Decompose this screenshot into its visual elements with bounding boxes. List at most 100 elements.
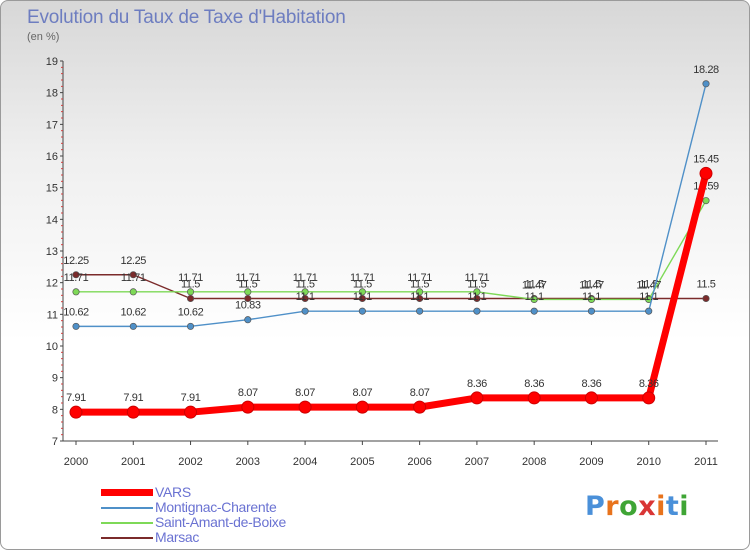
data-point (69, 405, 83, 419)
data-label: 11.71 (407, 272, 432, 284)
y-tick-label: 7 (52, 436, 58, 448)
data-label: 11.1 (296, 291, 315, 303)
y-tick-label: 18 (46, 88, 58, 100)
data-point (129, 288, 137, 296)
data-label: 11.1 (410, 291, 429, 303)
data-point (702, 294, 710, 303)
data-label: 7.91 (66, 392, 86, 404)
series-line (76, 274, 706, 300)
data-label: 11.71 (235, 272, 260, 284)
data-label: 7.91 (181, 392, 201, 404)
y-tick-label: 9 (52, 373, 58, 385)
chart-unit-subtitle: (en %) (27, 31, 60, 43)
x-tick-label: 2010 (636, 456, 660, 468)
data-label: 10.62 (121, 306, 147, 318)
series-montignac-charente: 10.62 10.62 10.62 10.83 11.1 11.1 11.1 11.1 11.1… (63, 64, 719, 330)
logo-letter: P (585, 491, 606, 522)
data-label: 11.71 (465, 272, 490, 284)
data-point (416, 288, 424, 296)
data-label: 11.5 (467, 279, 486, 291)
data-point (72, 288, 80, 296)
x-tick-label: 2005 (350, 456, 374, 468)
data-label: 10.62 (178, 306, 204, 318)
y-tick-label: 13 (46, 246, 58, 258)
data-point (241, 400, 255, 414)
data-point (642, 391, 656, 405)
logo-letter: i (679, 491, 690, 522)
x-tick-label: 2001 (121, 456, 145, 468)
x-tick-label: 2002 (178, 456, 202, 468)
data-label: 11.1 (525, 291, 544, 303)
x-tick-label: 2003 (236, 456, 260, 468)
data-label: 11.1 (467, 291, 486, 303)
series-line (76, 172, 710, 416)
data-point (645, 307, 653, 315)
data-label: 11.47 (636, 279, 661, 291)
data-label: 11.5 (525, 279, 544, 291)
data-label: 18.28 (693, 64, 719, 76)
y-tick-label: 16 (46, 151, 58, 163)
data-label: 11.71 (178, 272, 203, 284)
data-point (702, 197, 710, 205)
data-point (473, 288, 481, 296)
data-label: 10.62 (63, 306, 89, 318)
data-point (413, 400, 427, 414)
data-point (470, 391, 484, 405)
series-vars: 7.91 7.91 7.91 8.07 8.07 8.07 8.07 8.36 8.36 8.36… (66, 153, 719, 419)
logo-letter: o (619, 491, 639, 522)
data-point (244, 288, 252, 296)
data-point (244, 316, 252, 324)
data-point (129, 322, 137, 330)
legend-swatch (101, 507, 153, 509)
data-point (699, 166, 713, 180)
legend-swatch (101, 537, 153, 539)
data-label: 7.91 (123, 392, 143, 404)
data-point (126, 405, 140, 419)
data-point (530, 307, 538, 315)
y-tick-label: 17 (46, 119, 58, 131)
y-tick-label: 14 (46, 214, 58, 226)
logo-letter: x (638, 491, 657, 522)
data-label: 11.5 (582, 279, 601, 291)
logo-letter: t (665, 491, 680, 522)
legend-swatch (101, 522, 153, 524)
data-point (298, 400, 312, 414)
data-label: 12.25 (63, 255, 89, 267)
data-label: 8.07 (238, 387, 258, 399)
x-tick-label: 2011 (694, 456, 718, 468)
data-label: 11.71 (64, 272, 89, 284)
data-point (587, 307, 596, 315)
data-label: 10.83 (235, 300, 261, 312)
data-label: 8.07 (295, 387, 315, 399)
data-point (186, 322, 195, 330)
x-tick-label: 2000 (64, 456, 88, 468)
data-label: 8.07 (410, 387, 430, 399)
data-label: 8.36 (467, 378, 487, 390)
data-label: 11.5 (410, 279, 429, 291)
proxiti-logo: Proxiti (585, 491, 689, 522)
data-point (584, 391, 598, 405)
data-point (301, 288, 309, 296)
data-label: 12.25 (121, 255, 147, 267)
data-point (186, 288, 195, 296)
data-point (358, 307, 366, 315)
y-tick-label: 8 (52, 404, 58, 416)
data-point (355, 400, 369, 414)
y-tick-label: 10 (46, 341, 58, 353)
x-tick-label: 2008 (522, 456, 546, 468)
data-point (184, 405, 198, 419)
x-tick-label: 2004 (293, 456, 317, 468)
data-point (72, 322, 80, 330)
data-label: 11.71 (350, 272, 375, 284)
data-label: 11.71 (293, 272, 318, 284)
chart-title: Evolution du Taux de Taxe d'Habitation (27, 7, 346, 28)
x-tick-label: 2006 (407, 456, 431, 468)
data-label: 11.71 (121, 272, 146, 284)
data-label: 8.36 (582, 378, 602, 390)
data-label: 11.47 (579, 279, 604, 291)
logo-letter: r (605, 491, 620, 522)
legend-label: Marsac (155, 529, 200, 545)
x-tick-label: 2007 (465, 456, 489, 468)
